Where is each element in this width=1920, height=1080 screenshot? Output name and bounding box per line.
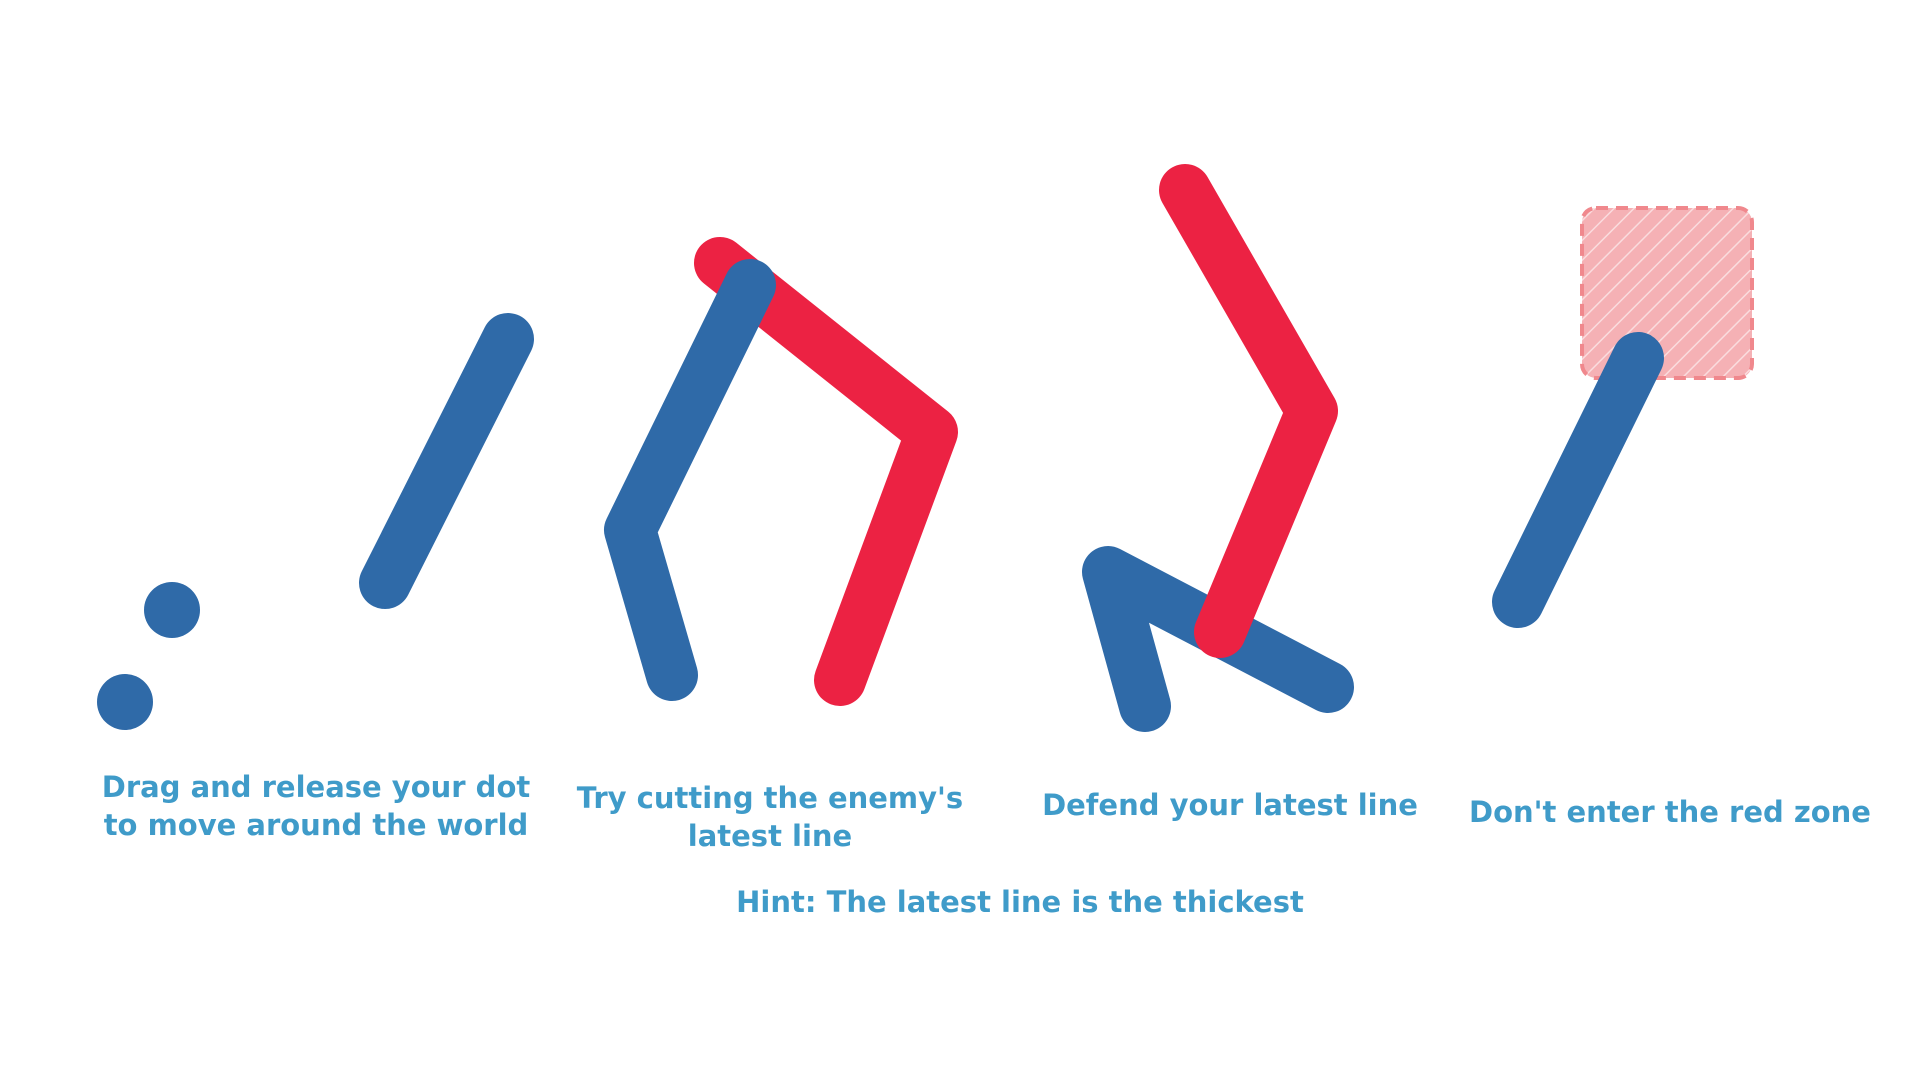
- panel-defend: [1082, 164, 1354, 732]
- caption-cut: Try cutting the enemy's latest line: [560, 779, 980, 855]
- player-dot[interactable]: [97, 674, 153, 730]
- caption-move: Drag and release your dot to move around…: [96, 768, 536, 844]
- red-zone: [1580, 206, 1754, 380]
- panel-cut: [604, 237, 958, 706]
- caption-cut-line-2: latest line: [687, 819, 853, 853]
- player-cutting-line: [604, 259, 776, 701]
- enemy-latest-line: [694, 237, 958, 706]
- caption-zone: Don't enter the red zone: [1460, 793, 1880, 831]
- player-latest-line: [1082, 546, 1354, 732]
- hint-label: Hint: The latest line is the thickest: [736, 885, 1304, 919]
- panel-move: [97, 313, 534, 730]
- enemy-attack-line: [1159, 164, 1338, 658]
- caption-cut-line-1: Try cutting the enemy's: [576, 781, 964, 815]
- player-dot-ghost: [144, 582, 200, 638]
- caption-move-line-2: to move around the world: [103, 808, 529, 842]
- caption-defend-text: Defend your latest line: [1042, 788, 1418, 822]
- caption-defend: Defend your latest line: [1030, 786, 1430, 824]
- panel-zone: [1492, 206, 1754, 628]
- caption-move-line-1: Drag and release your dot: [101, 770, 531, 804]
- caption-zone-text: Don't enter the red zone: [1469, 795, 1871, 829]
- hint-text: Hint: The latest line is the thickest: [670, 883, 1370, 921]
- player-line-near-zone: [1492, 332, 1664, 628]
- player-line: [359, 313, 534, 609]
